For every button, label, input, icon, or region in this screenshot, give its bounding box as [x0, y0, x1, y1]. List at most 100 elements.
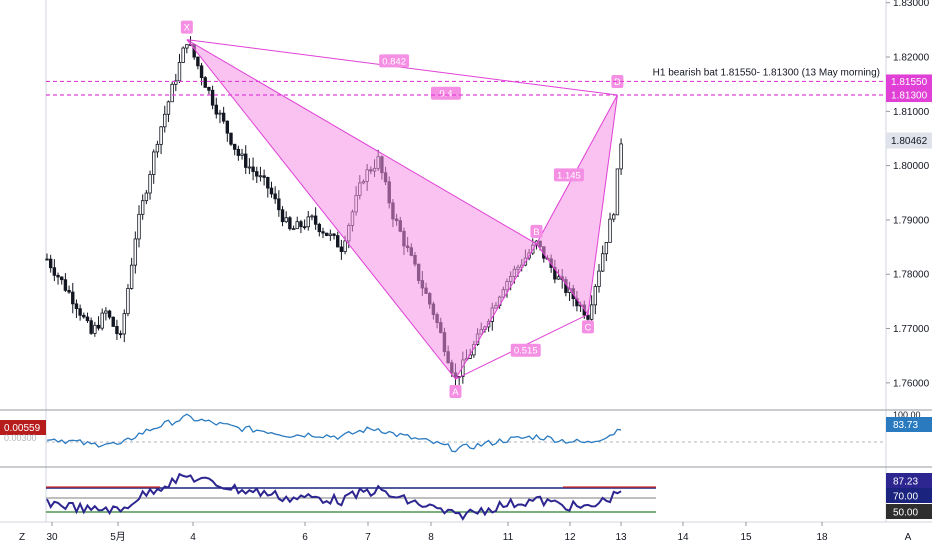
candle-body — [71, 291, 75, 305]
ratio-label-bg — [430, 86, 461, 100]
indicator2-label: 70.00 — [893, 492, 918, 503]
candle-body — [288, 217, 292, 230]
candle-body — [608, 218, 612, 243]
candle-body — [199, 65, 204, 79]
candle-body — [210, 89, 215, 106]
candle-body — [321, 231, 325, 234]
candle-body — [155, 143, 160, 153]
time-tick-label: 30 — [46, 532, 58, 543]
candle-body — [126, 288, 130, 315]
candle-body — [280, 209, 285, 223]
candle-body — [295, 221, 299, 230]
candle-body — [107, 310, 112, 318]
candle-body — [247, 166, 252, 169]
candle-body — [258, 175, 263, 178]
indicator1-right-label: 83.73 — [893, 420, 918, 431]
indicator1-left-label: 0.00559 — [4, 423, 41, 434]
candle-body — [324, 232, 329, 236]
candle-body — [266, 177, 270, 189]
indicator2-label-bg — [886, 504, 932, 519]
candle-body — [56, 274, 60, 278]
candle-body — [244, 153, 248, 168]
candle-body — [100, 312, 104, 329]
indicator2-label: 50.00 — [893, 508, 918, 519]
last-price-label: 1.80462 — [891, 136, 928, 147]
time-tick-label: 15 — [740, 532, 752, 543]
candle-body — [89, 320, 93, 334]
candle-body — [115, 326, 119, 335]
candle-body — [170, 83, 174, 103]
pattern-triangle-xab — [186, 39, 538, 380]
candle-body — [185, 44, 189, 49]
candle-body — [159, 126, 163, 145]
candle-body — [339, 246, 344, 252]
level-label: 1.81550 — [891, 77, 928, 88]
pattern-triangle-bcd — [535, 94, 618, 316]
price-tick-label: 1.77000 — [893, 324, 930, 335]
candle-body — [196, 56, 200, 67]
candle-body — [284, 217, 288, 223]
candle-body — [262, 175, 266, 178]
candle-body — [163, 113, 167, 128]
candle-body — [332, 233, 336, 236]
price-tick-label: 1.83000 — [893, 0, 930, 9]
candle-body — [203, 77, 207, 88]
last-price-bg — [886, 132, 932, 149]
candle-body — [122, 313, 126, 335]
candle-body — [240, 153, 244, 156]
ratio-label: 0.842 — [382, 56, 406, 67]
z-button-label: Z — [19, 532, 25, 543]
pattern-point-label: D — [614, 77, 621, 88]
pattern-point-label: X — [184, 23, 191, 34]
candle-body — [597, 270, 601, 287]
pattern-point-tag — [449, 385, 462, 399]
price-tick-label: 1.79000 — [893, 215, 930, 226]
price-tick-label: 1.82000 — [893, 53, 930, 64]
candle-body — [181, 47, 185, 63]
time-tick-label: 8 — [428, 532, 434, 543]
time-tick-label: 11 — [503, 532, 514, 543]
candle-body — [269, 187, 274, 195]
time-tick-label: 18 — [816, 532, 828, 543]
candle-body — [129, 264, 134, 289]
indicator2-label-bg — [886, 488, 932, 503]
candle-body — [140, 200, 145, 215]
candle-body — [255, 171, 259, 177]
level-label: 1.81300 — [891, 91, 928, 102]
candle-body — [207, 87, 211, 91]
candle-body — [251, 166, 255, 172]
ratio-label: 1.145 — [557, 170, 581, 181]
candle-body — [85, 316, 90, 322]
pattern-point-tag — [581, 320, 594, 334]
time-tick-label: 6 — [302, 532, 308, 543]
candle-body — [604, 242, 609, 255]
candle-body — [152, 151, 156, 175]
indicator1-left-label-bg — [0, 420, 46, 435]
candle-body — [52, 267, 57, 276]
ratio-label: 0.4 — [439, 89, 452, 100]
candle-body — [74, 303, 79, 310]
candle-body — [48, 258, 53, 269]
pattern-point-tag — [180, 20, 193, 34]
price-tick-label: 1.78000 — [893, 270, 930, 281]
pattern-annotation: H1 bearish bat 1.81550- 1.81300 (13 May … — [653, 67, 880, 78]
candle-body — [111, 316, 115, 327]
candle-body — [273, 193, 277, 200]
candle-body — [78, 308, 82, 316]
candle-body — [177, 62, 182, 82]
candle-body — [600, 253, 605, 272]
candle-body — [310, 215, 314, 218]
candle-body — [232, 143, 237, 150]
candle-body — [104, 310, 108, 314]
indicator2-line — [46, 472, 622, 521]
candle-body — [118, 333, 123, 336]
ratio-label: 0.515 — [514, 346, 538, 357]
candle-body — [45, 258, 49, 261]
pattern-point-label: C — [585, 322, 592, 333]
auto-scale-button-label: A — [905, 532, 912, 543]
candle-body — [336, 235, 340, 248]
candle-body — [229, 132, 233, 145]
candle-body — [221, 112, 226, 122]
candle-body — [586, 314, 590, 320]
